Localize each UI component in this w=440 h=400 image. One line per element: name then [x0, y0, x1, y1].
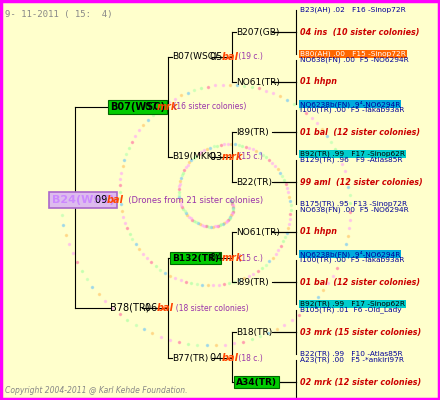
Text: I89(TR): I89(TR) — [236, 128, 269, 136]
Text: 03 mrk (15 sister colonies): 03 mrk (15 sister colonies) — [300, 328, 421, 336]
Text: bal: bal — [222, 353, 239, 363]
Text: B24(WSC): B24(WSC) — [52, 195, 115, 205]
Text: B92(TR) .99   F17 -Sinop62R: B92(TR) .99 F17 -Sinop62R — [300, 151, 405, 157]
Text: B105(TR) .01  F6 -Old_Lady: B105(TR) .01 F6 -Old_Lady — [300, 307, 402, 313]
Text: 01 hhpn: 01 hhpn — [300, 78, 337, 86]
Text: 04: 04 — [210, 353, 225, 363]
Text: 05: 05 — [210, 52, 226, 62]
Text: 02 mrk (12 sister colonies): 02 mrk (12 sister colonies) — [300, 378, 421, 386]
Text: NO61(TR): NO61(TR) — [236, 228, 280, 236]
Text: B18(TR): B18(TR) — [236, 328, 272, 336]
Text: B129(TR) .96   F9 -Atlas85R: B129(TR) .96 F9 -Atlas85R — [300, 157, 403, 163]
Text: (19 c.): (19 c.) — [236, 52, 263, 62]
Text: NO6238b(FN) .9⁴-NO6294R: NO6238b(FN) .9⁴-NO6294R — [300, 100, 400, 108]
Text: 01 hhpn: 01 hhpn — [300, 228, 337, 236]
Text: B19(MKK): B19(MKK) — [172, 152, 216, 162]
Text: B207(GB): B207(GB) — [236, 28, 279, 36]
Text: NO638(FN) .00  F5 -NO6294R: NO638(FN) .00 F5 -NO6294R — [300, 57, 409, 63]
Text: B22(TR) .99   F10 -Atlas85R: B22(TR) .99 F10 -Atlas85R — [300, 351, 403, 357]
Text: 99 aml  (12 sister colonies): 99 aml (12 sister colonies) — [300, 178, 423, 186]
Text: I89(TR): I89(TR) — [236, 278, 269, 286]
Text: B07(WSC): B07(WSC) — [172, 52, 217, 62]
Text: B80(AH) .00   F15 -Sinop72R: B80(AH) .00 F15 -Sinop72R — [300, 51, 406, 57]
Text: I100(TR) .00  F5 -Takab93aR: I100(TR) .00 F5 -Takab93aR — [300, 107, 404, 113]
Text: bal: bal — [222, 52, 239, 62]
Text: mrk: mrk — [222, 253, 243, 263]
Text: 04: 04 — [210, 253, 225, 263]
Text: Copyright 2004-2011 @ Karl Kehde Foundation.: Copyright 2004-2011 @ Karl Kehde Foundat… — [5, 386, 187, 395]
Text: 09: 09 — [95, 195, 110, 205]
Text: bal: bal — [107, 195, 124, 205]
Text: (Drones from 21 sister colonies): (Drones from 21 sister colonies) — [123, 196, 263, 204]
Text: 03: 03 — [210, 152, 225, 162]
Text: 01 bal  (12 sister colonies): 01 bal (12 sister colonies) — [300, 128, 420, 136]
Text: B77(TR): B77(TR) — [172, 354, 208, 362]
Text: (18 c.): (18 c.) — [236, 354, 263, 362]
Text: I100(TR) .00  F5 -Takab93aR: I100(TR) .00 F5 -Takab93aR — [300, 257, 404, 263]
Text: NO6238b(FN) .9⁴-NO6294R: NO6238b(FN) .9⁴-NO6294R — [300, 250, 400, 258]
Text: B23(AH) .02   F16 -Sinop72R: B23(AH) .02 F16 -Sinop72R — [300, 7, 406, 13]
Text: (15 c.): (15 c.) — [236, 254, 263, 262]
Text: 06: 06 — [145, 303, 160, 313]
Text: NO61(TR): NO61(TR) — [236, 78, 280, 86]
Text: A23(TR) .00   F5 -*ankiri97R: A23(TR) .00 F5 -*ankiri97R — [300, 357, 404, 363]
Text: B132(TR): B132(TR) — [172, 254, 219, 262]
Text: 9- 11-2011 ( 15:  4): 9- 11-2011 ( 15: 4) — [5, 10, 113, 19]
Text: B78(TR): B78(TR) — [110, 303, 150, 313]
Text: 07: 07 — [145, 102, 161, 112]
Text: B92(TR) .99   F17 -Sinop62R: B92(TR) .99 F17 -Sinop62R — [300, 301, 405, 307]
Text: B22(TR): B22(TR) — [236, 178, 272, 186]
Text: (15 c.): (15 c.) — [236, 152, 263, 162]
Text: bal: bal — [157, 303, 174, 313]
Text: mrk: mrk — [157, 102, 178, 112]
Text: mrk: mrk — [222, 152, 243, 162]
Text: A34(TR): A34(TR) — [236, 378, 277, 386]
Text: NO638(FN) .00  F5 -NO6294R: NO638(FN) .00 F5 -NO6294R — [300, 207, 409, 213]
Text: (18 sister colonies): (18 sister colonies) — [171, 304, 249, 312]
Text: B07(WSC): B07(WSC) — [110, 102, 165, 112]
Text: 01 bal  (12 sister colonies): 01 bal (12 sister colonies) — [300, 278, 420, 286]
Text: 04 ins  (10 sister colonies): 04 ins (10 sister colonies) — [300, 28, 419, 36]
Text: (16 sister colonies): (16 sister colonies) — [171, 102, 246, 112]
Text: B175(TR) .95  F13 -Sinop72R: B175(TR) .95 F13 -Sinop72R — [300, 201, 407, 207]
